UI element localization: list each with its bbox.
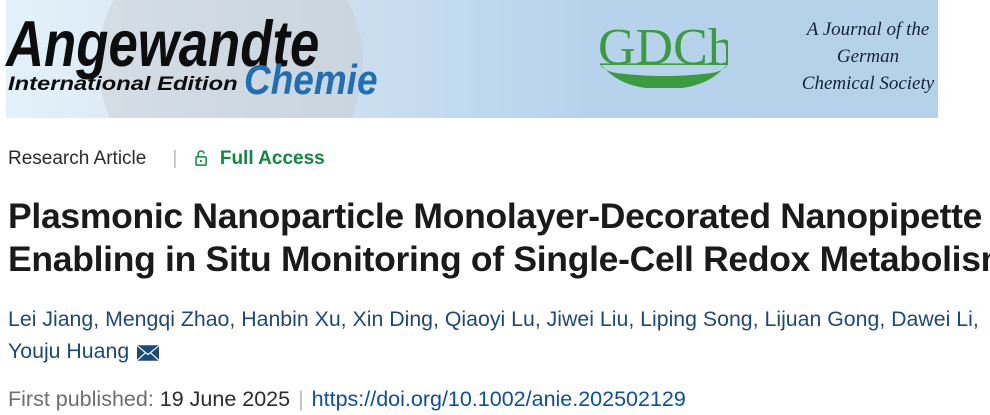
svg-text:GDCh: GDCh [600, 19, 728, 76]
